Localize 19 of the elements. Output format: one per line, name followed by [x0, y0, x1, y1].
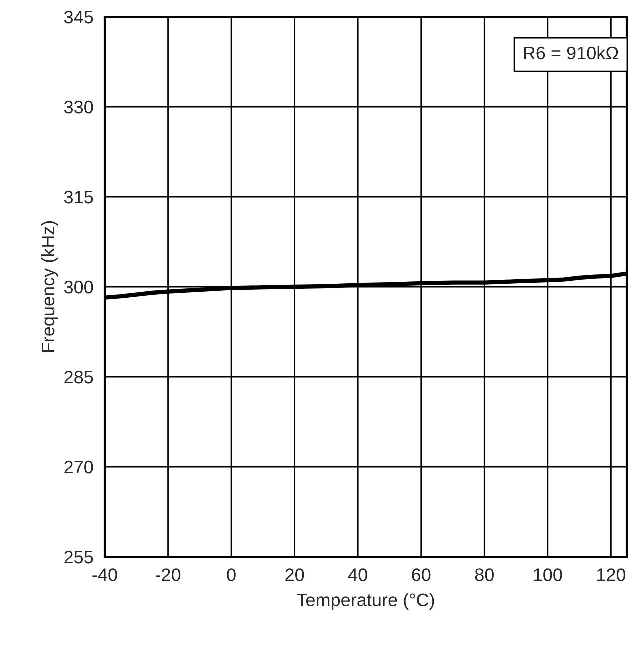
x-tick-label: 0: [227, 568, 236, 582]
x-tick-label: 60: [412, 568, 431, 582]
annotation: R6 = 910kΩ: [524, 46, 618, 60]
y-tick-label: 345: [64, 10, 94, 24]
x-tick-label: 20: [286, 568, 304, 582]
x-tick-label: -20: [156, 568, 181, 582]
y-tick-label: 300: [64, 280, 94, 294]
y-axis-title: Frequency (kHz): [41, 221, 58, 352]
x-tick-label: 120: [598, 568, 626, 582]
x-tick-label: -40: [92, 568, 118, 582]
x-tick-label: 100: [534, 568, 562, 582]
y-tick-label: 330: [64, 100, 94, 114]
x-tick-label: 80: [475, 568, 494, 582]
x-tick-label: 40: [348, 568, 368, 582]
y-tick-label: 285: [64, 370, 94, 384]
x-axis-title: Temperature (°C): [297, 593, 434, 610]
y-tick-label: 315: [64, 190, 94, 204]
y-tick-label: 270: [64, 460, 94, 474]
y-tick-label: 255: [64, 550, 94, 564]
